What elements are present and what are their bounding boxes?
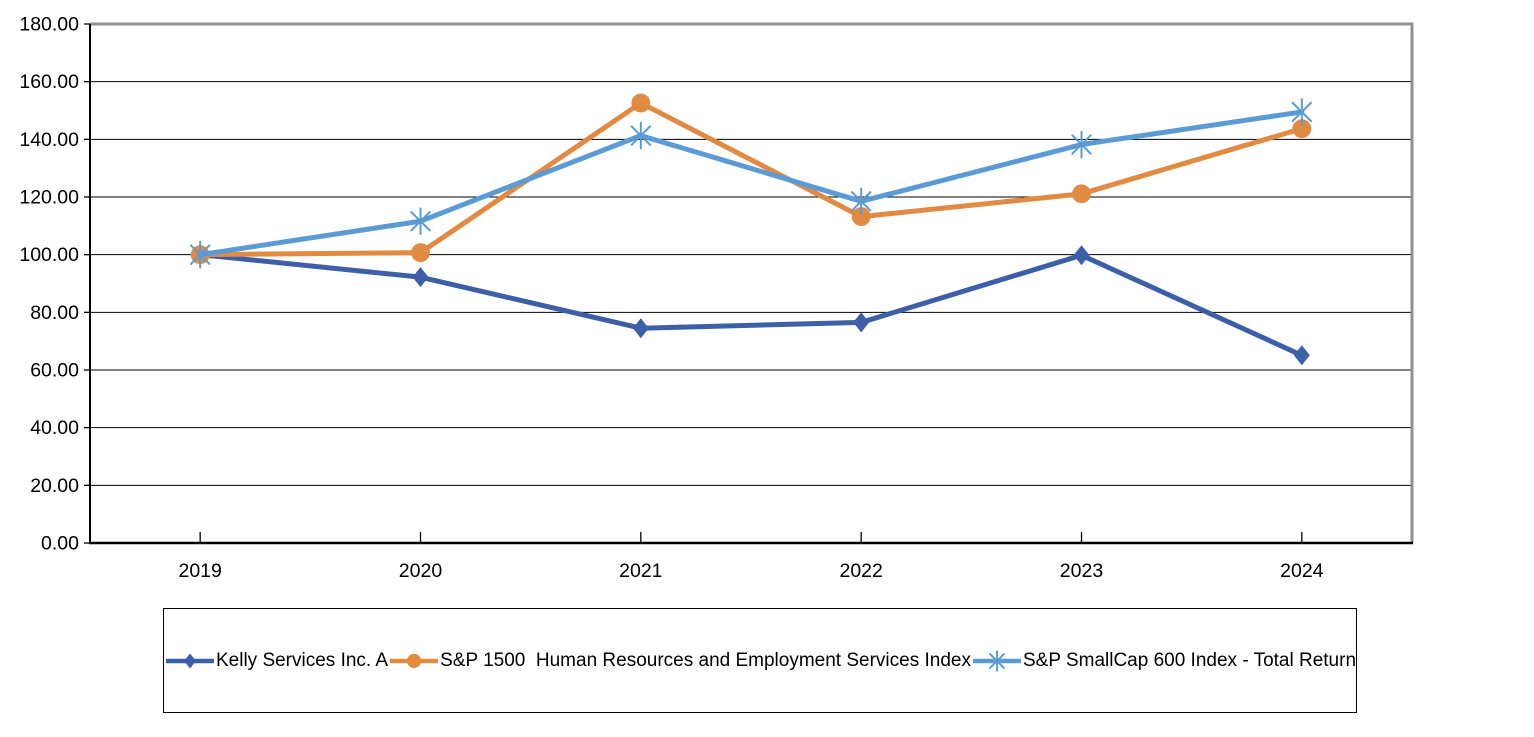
legend-marker-kelly-services [165, 653, 214, 668]
legend-marker-sp1500-hr-index [390, 653, 439, 668]
data-point-marker [632, 318, 649, 339]
data-point-marker [851, 207, 871, 227]
legend-marker-sp-smallcap600 [972, 649, 1021, 672]
y-tick-label: 160.00 [19, 71, 79, 93]
x-tick-label: 2022 [839, 560, 882, 582]
data-point-marker [411, 243, 430, 263]
x-tick-label: 2023 [1060, 560, 1103, 582]
y-tick-label: 100.00 [19, 244, 79, 266]
legend-item-kelly-services: Kelly Services Inc. A [164, 648, 388, 674]
legend-sample-marker [407, 653, 422, 668]
series-line-0 [197, 252, 1305, 358]
y-tick-labels: 0.00 20.00 40.00 60.00 80.00 100.00 120.00 140.… [19, 14, 79, 555]
data-point-marker [1293, 345, 1310, 366]
y-tick-label: 0.00 [41, 533, 79, 555]
x-tick-label: 2024 [1280, 560, 1324, 582]
series-markers-2 [189, 98, 1313, 269]
series-line-2 [197, 109, 1305, 258]
series-markers-1 [190, 93, 1312, 265]
x-tick-labels: 2019 2020 2021 2022 2023 2024 [178, 560, 1323, 582]
chart-legend: Kelly Services Inc. A S&P 1500 Human Res… [163, 608, 1357, 713]
y-tick-label: 180.00 [19, 14, 79, 36]
y-tick-label: 60.00 [30, 360, 79, 382]
data-point-marker [189, 240, 211, 269]
legend-item-sp1500-hr-index: S&P 1500 Human Resources and Employment … [388, 648, 971, 674]
legend-sample-marker [989, 649, 1005, 672]
legend-label-sp1500-hr-index: S&P 1500 Human Resources and Employment … [440, 650, 971, 671]
data-point-marker [630, 121, 652, 150]
data-point-marker [850, 187, 872, 216]
legend-item-sp-smallcap600: S&P SmallCap 600 Index - Total Return [971, 648, 1356, 674]
series-markers-0 [192, 244, 1310, 366]
data-point-marker [1071, 130, 1092, 159]
y-gridlines [90, 81, 1412, 486]
series-line-1 [197, 100, 1305, 258]
performance-line-chart: 0.00 20.00 40.00 60.00 80.00 100.00 120.00 140.… [19, 14, 1414, 582]
data-point-marker [1073, 245, 1090, 266]
data-point-marker [853, 312, 870, 333]
x-tick-label: 2019 [178, 560, 221, 582]
data-point-marker [1292, 119, 1312, 139]
legend-label-kelly-services: Kelly Services Inc. A [215, 650, 389, 671]
y-tick-label: 140.00 [19, 129, 79, 151]
y-tick-label: 120.00 [19, 187, 79, 209]
data-point-marker [410, 207, 431, 236]
data-point-marker [631, 93, 651, 113]
y-tick-label: 80.00 [30, 302, 79, 324]
y-tick-label: 20.00 [30, 475, 79, 497]
data-point-marker [1291, 98, 1313, 126]
legend-label-sp-smallcap600: S&P SmallCap 600 Index - Total Return [1022, 650, 1357, 671]
data-point-marker [412, 267, 429, 288]
legend-sample-marker [183, 653, 196, 668]
y-tick-label: 40.00 [30, 417, 79, 439]
x-tick-label: 2021 [619, 560, 662, 582]
data-point-marker [1072, 184, 1091, 204]
x-tick-label: 2020 [399, 560, 443, 582]
x-tick-marks [199, 532, 1303, 543]
